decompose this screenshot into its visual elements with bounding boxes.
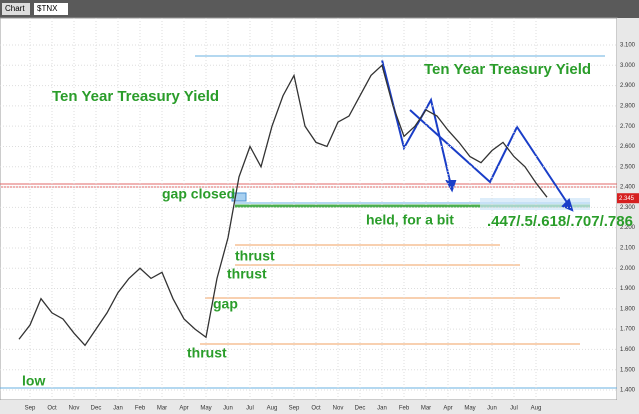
y-tick-label: 2.400 [620, 185, 636, 191]
x-tick-label: Feb [135, 406, 146, 412]
x-tick-label: May [200, 406, 211, 412]
annotation: Ten Year Treasury Yield [424, 61, 591, 78]
annotation: Ten Year Treasury Yield [52, 88, 219, 105]
y-tick-label: 2.200 [620, 225, 636, 231]
annotation: thrust [235, 248, 275, 264]
y-tick-label: 3.000 [620, 63, 636, 69]
fib-zone [480, 198, 590, 210]
x-tick-label: Jun [487, 406, 497, 412]
y-tick-label: 1.600 [620, 347, 636, 353]
last-value-label: 2.345 [619, 196, 635, 202]
x-tick-label: Oct [311, 406, 321, 412]
x-tick-label: Jul [510, 406, 518, 412]
symbol-input[interactable] [34, 3, 68, 15]
annotation: thrust [227, 266, 267, 282]
y-axis-panel [617, 18, 639, 414]
x-tick-label: Mar [421, 406, 431, 412]
x-tick-label: Mar [157, 406, 167, 412]
x-tick-label: Sep [25, 406, 36, 412]
y-tick-label: 1.700 [620, 327, 636, 333]
gap-box [231, 192, 247, 202]
y-tick-label: 2.300 [620, 205, 636, 211]
y-tick-label: 2.500 [620, 164, 636, 170]
x-tick-label: Apr [179, 406, 188, 412]
y-tick-label: 1.400 [620, 388, 636, 394]
x-tick-label: May [464, 406, 475, 412]
annotation: gap closed [162, 186, 235, 202]
x-tick-label: Feb [399, 406, 410, 412]
y-tick-label: 2.100 [620, 246, 636, 252]
x-axis-panel [0, 400, 617, 414]
y-tick-label: 1.500 [620, 367, 636, 373]
y-tick-label: 2.800 [620, 103, 636, 109]
last-value-box [617, 193, 639, 204]
annotation: .447/.5/.618/.707/.786 [487, 213, 633, 230]
x-tick-label: Oct [47, 406, 57, 412]
x-tick-label: Apr [443, 406, 452, 412]
annotation: gap [213, 296, 238, 312]
toolbar [0, 0, 639, 18]
y-tick-label: 2.900 [620, 83, 636, 89]
annotation: thrust [187, 345, 227, 361]
x-tick-label: Nov [333, 406, 344, 412]
x-tick-label: Nov [69, 406, 80, 412]
x-tick-label: Sep [289, 406, 300, 412]
y-tick-label: 2.000 [620, 266, 636, 272]
annotation: low [22, 373, 45, 389]
y-tick-label: 2.600 [620, 144, 636, 150]
y-tick-label: 1.900 [620, 286, 636, 292]
symbol: $TNX [37, 4, 58, 13]
tab-label: Chart [5, 4, 25, 13]
y-tick-label: 2.700 [620, 124, 636, 130]
y-tick-label: 3.100 [620, 43, 636, 49]
x-tick-label: Jan [113, 406, 123, 412]
y-tick-label: 1.800 [620, 306, 636, 312]
x-tick-label: Jan [377, 406, 387, 412]
x-tick-label: Aug [531, 406, 542, 412]
tab[interactable] [2, 3, 30, 15]
price-line [18, 64, 548, 347]
x-tick-label: Jul [246, 406, 254, 412]
x-tick-label: Dec [91, 406, 102, 412]
annotation: held, for a bit [366, 212, 454, 228]
x-tick-label: Aug [267, 406, 278, 412]
x-tick-label: Jun [223, 406, 233, 412]
x-tick-label: Dec [355, 406, 366, 412]
